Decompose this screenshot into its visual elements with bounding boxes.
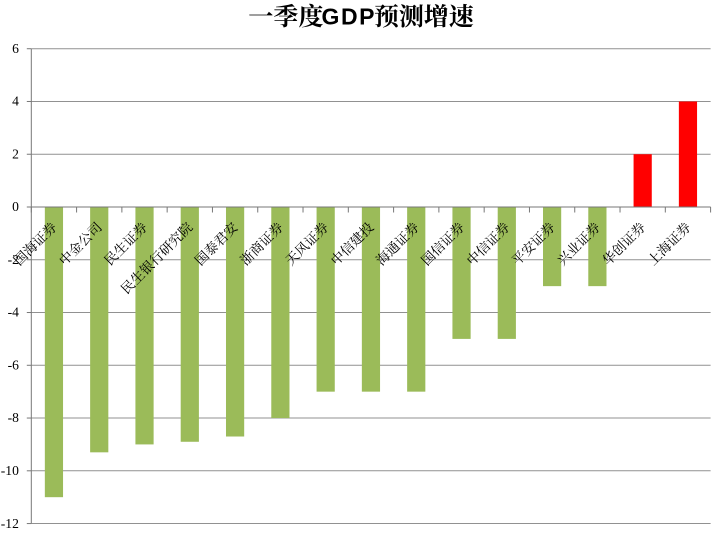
svg-text:-6: -6: [8, 357, 20, 372]
svg-text:-8: -8: [8, 410, 20, 425]
svg-text:-10: -10: [1, 463, 19, 478]
svg-text:-4: -4: [8, 305, 20, 320]
svg-text:-12: -12: [1, 516, 19, 531]
svg-text:2: 2: [12, 146, 19, 161]
svg-text:0: 0: [12, 199, 19, 214]
svg-text:4: 4: [12, 94, 19, 109]
svg-text:-2: -2: [8, 252, 20, 267]
svg-text:6: 6: [12, 41, 19, 56]
svg-text:GDP: GDP: [322, 4, 377, 30]
